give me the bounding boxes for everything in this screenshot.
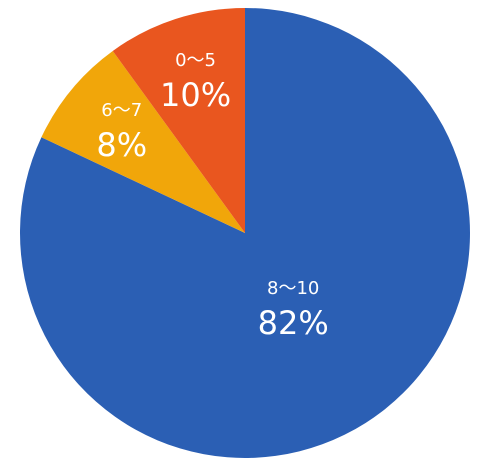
- pie-slice: [112, 8, 245, 233]
- slice-category: 8〜10: [267, 278, 319, 299]
- slice-category: 0〜5: [175, 50, 216, 71]
- slice-value-label: 8%: [96, 126, 147, 164]
- pie-slice: [41, 50, 246, 233]
- slice-category: 6〜7: [101, 100, 142, 121]
- slice-value-label: 82%: [258, 304, 329, 342]
- slice-value-label: 10%: [160, 76, 231, 114]
